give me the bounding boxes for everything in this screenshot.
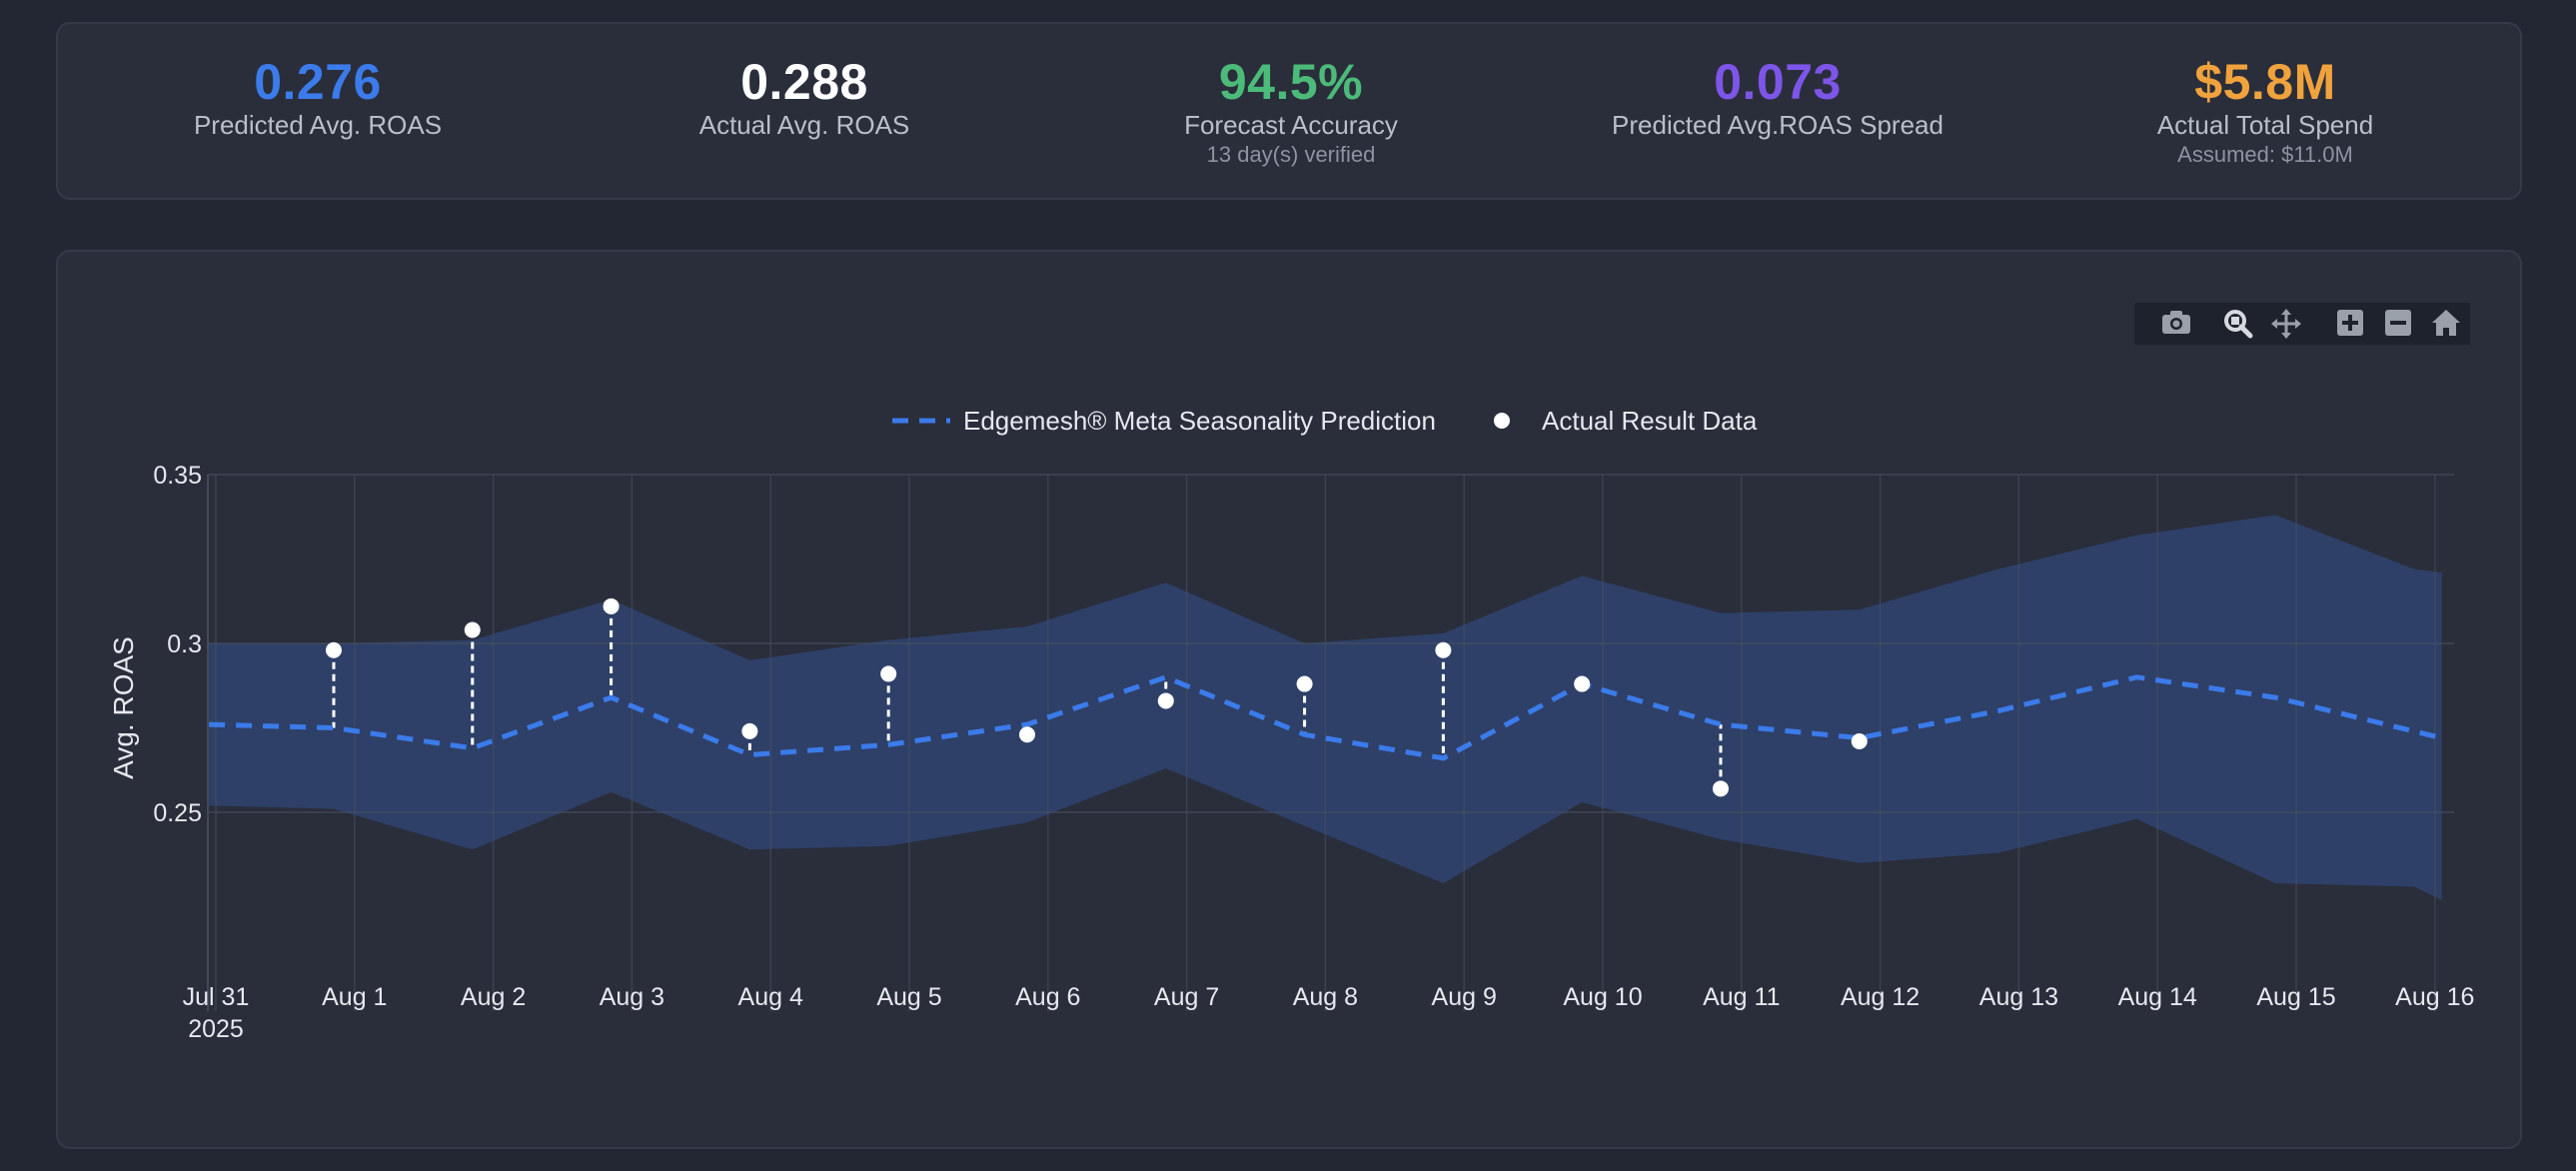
stat-sublabel: Assumed: $11.0M <box>2177 142 2353 167</box>
stat-sublabel: 13 day(s) verified <box>1206 142 1376 167</box>
x-tick-label: Aug 13 <box>1979 983 2058 1011</box>
x-tick-label: Aug 14 <box>2118 983 2197 1011</box>
stat-forecast-accuracy: 94.5% Forecast Accuracy 13 day(s) verifi… <box>1061 54 1521 168</box>
stat-actual-avg-roas: 0.288 Actual Avg. ROAS <box>575 54 1034 142</box>
actual-data-point <box>1851 733 1868 750</box>
y-tick-label: 0.35 <box>153 462 202 490</box>
stat-label: Predicted Avg.ROAS Spread <box>1612 110 1943 140</box>
legend-actual-swatch <box>1494 413 1510 429</box>
x-tick-label: Aug 11 <box>1703 983 1780 1011</box>
y-axis-title: Avg. ROAS <box>108 636 139 779</box>
legend-actual-label: Actual Result Data <box>1542 406 1758 436</box>
x-tick-label: Aug 1 <box>322 983 387 1011</box>
actual-data-point <box>1712 780 1729 797</box>
stat-actual-total-spend: $5.8M Actual Total Spend Assumed: $11.0M <box>2035 54 2495 168</box>
stat-label: Actual Avg. ROAS <box>698 110 910 140</box>
x-tick-label: Aug 8 <box>1293 983 1358 1011</box>
stat-value: 0.073 <box>1714 54 1842 110</box>
x-tick-label: Aug 7 <box>1154 983 1219 1011</box>
stat-label: Predicted Avg. ROAS <box>193 110 443 140</box>
x-tick-label: Aug 2 <box>461 983 526 1011</box>
zoom-in-icon[interactable] <box>2334 309 2366 339</box>
x-tick-label: Aug 6 <box>1015 983 1080 1011</box>
x-tick-label: Aug 16 <box>2395 983 2474 1011</box>
actual-data-point <box>1435 641 1452 658</box>
stat-value: 0.276 <box>254 54 382 110</box>
x-tick-label: Aug 9 <box>1432 983 1497 1011</box>
x-tick-label: Aug 10 <box>1563 983 1642 1011</box>
actual-data-point <box>1157 692 1174 709</box>
x-tick-label: Aug 15 <box>2256 983 2335 1011</box>
zoom-icon[interactable] <box>2222 309 2254 339</box>
actual-data-point <box>603 597 620 614</box>
stat-value: $5.8M <box>2194 54 2336 110</box>
pan-icon[interactable] <box>2270 309 2302 339</box>
stats-panel: 0.276 Predicted Avg. ROAS 0.288 Actual A… <box>56 22 2522 200</box>
actual-data-point <box>1296 675 1313 692</box>
stat-predicted-roas-spread: 0.073 Predicted Avg.ROAS Spread <box>1548 54 2007 142</box>
x-tick-label: Jul 31 <box>183 983 250 1011</box>
x-tick-year-label: 2025 <box>188 1015 244 1043</box>
actual-data-point <box>880 665 897 682</box>
actual-data-point <box>464 621 481 638</box>
actual-data-point <box>1018 726 1035 743</box>
camera-icon[interactable] <box>2160 309 2192 339</box>
actual-data-point <box>1574 675 1591 692</box>
chart-modebar <box>2134 303 2470 345</box>
x-tick-label: Aug 4 <box>738 983 803 1011</box>
stat-predicted-avg-roas: 0.276 Predicted Avg. ROAS <box>88 54 548 142</box>
y-tick-label: 0.3 <box>167 630 202 658</box>
stat-value: 94.5% <box>1218 54 1364 110</box>
prediction-line <box>209 674 2443 761</box>
x-tick-label: Aug 3 <box>600 983 664 1011</box>
legend-prediction-label: Edgemesh® Meta Seasonality Prediction <box>963 406 1436 436</box>
x-tick-label: Aug 5 <box>876 983 941 1011</box>
x-tick-label: Aug 12 <box>1841 983 1920 1011</box>
stat-value: 0.288 <box>740 54 868 110</box>
actual-data-point <box>741 722 758 739</box>
y-tick-label: 0.25 <box>153 799 202 827</box>
actual-data-point <box>325 641 342 658</box>
stat-label: Actual Total Spend <box>2156 110 2374 140</box>
stat-label: Forecast Accuracy <box>1184 110 1398 140</box>
zoom-out-icon[interactable] <box>2382 309 2414 339</box>
home-icon[interactable] <box>2430 309 2462 339</box>
